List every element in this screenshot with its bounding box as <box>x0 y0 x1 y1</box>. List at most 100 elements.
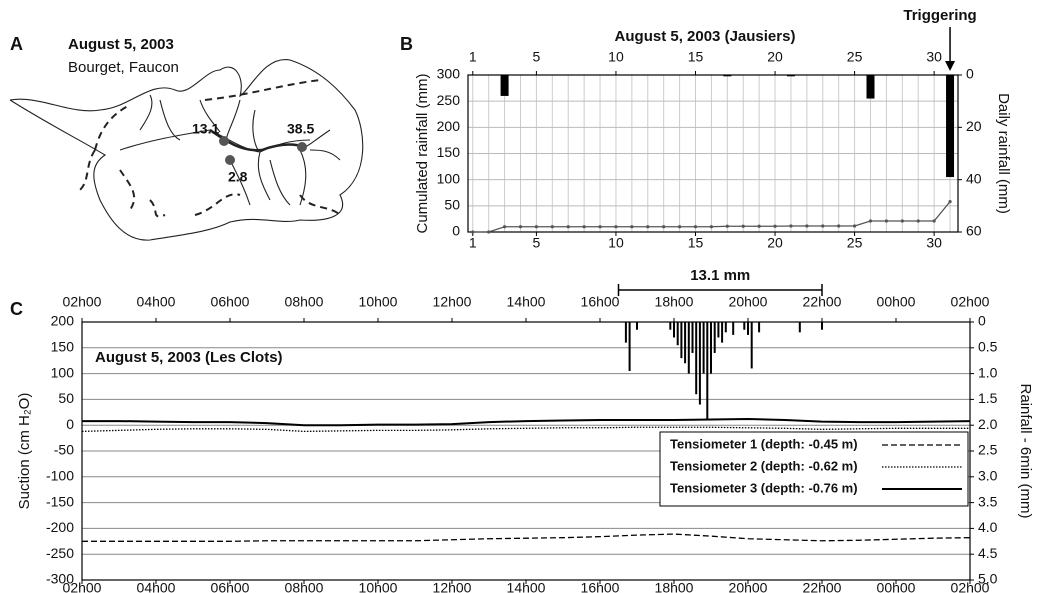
bar <box>747 322 749 335</box>
x-tick-label: 00h00 <box>877 580 916 593</box>
plot-frame <box>467 74 959 233</box>
x-tick-label: 30 <box>926 235 942 251</box>
x-tick-label-top: 08h00 <box>285 294 324 310</box>
legend-label: Tensiometer 1 (depth: -0.45 m) <box>670 436 858 451</box>
y2-tick-label: 3.0 <box>978 468 998 484</box>
marker <box>646 225 650 229</box>
y-tick-label: 100 <box>51 364 75 380</box>
bar <box>866 75 875 99</box>
x-tick-label-top: 20 <box>767 49 783 65</box>
x-tick-label: 14h00 <box>507 580 546 593</box>
y-tick-label: 200 <box>51 313 75 329</box>
y-axis-label: Cumulated rainfall (mm) <box>414 73 431 233</box>
y2-tick-label: 60 <box>966 223 982 239</box>
y-tick-label: 0 <box>452 223 460 239</box>
arrow-head <box>945 61 956 71</box>
x-tick-label: 20 <box>767 235 783 251</box>
marker <box>900 219 904 223</box>
station <box>225 155 235 165</box>
map-panel: A August 5, 2003 Bourget, Faucon 13.1 2.… <box>9 34 364 241</box>
x-tick-label: 10 <box>608 235 624 251</box>
x-tick-label: 20h00 <box>729 580 768 593</box>
x-tick-label: 04h00 <box>137 580 176 593</box>
bar <box>821 322 823 330</box>
x-tick-label: 5 <box>533 235 541 251</box>
marker <box>725 224 729 228</box>
x-tick-label-top: 22h00 <box>803 294 842 310</box>
y2-tick-label: 2.0 <box>978 416 998 432</box>
bar <box>680 322 683 359</box>
legend-label: Tensiometer 3 (depth: -0.76 m) <box>670 480 858 495</box>
y-tick-label: 50 <box>58 390 74 406</box>
y-tick-label: 150 <box>437 144 461 160</box>
x-tick-label-top: 14h00 <box>507 294 546 310</box>
marker <box>550 225 554 229</box>
annotation: 13.1 mm <box>690 267 750 284</box>
station <box>219 136 229 146</box>
marker <box>582 225 586 229</box>
y2-tick-label: 2.5 <box>978 442 998 458</box>
legend-box <box>659 431 969 507</box>
x-tick-label-top: 10h00 <box>359 294 398 310</box>
bar <box>702 322 705 374</box>
marker <box>662 225 666 229</box>
x-tick-label-top: 18h00 <box>655 294 694 310</box>
x-tick-label: 18h00 <box>655 580 694 593</box>
y-tick-label: -100 <box>46 468 74 484</box>
x-tick-label-top: 30 <box>926 49 942 65</box>
bar <box>798 322 801 333</box>
marker <box>534 225 539 229</box>
marker <box>773 224 777 228</box>
x-tick-label-top: 25 <box>847 49 863 65</box>
x-tick-label: 12h00 <box>433 580 472 593</box>
marker <box>757 224 761 228</box>
x-tick-label-top: 00h00 <box>877 294 916 310</box>
panel-label: B <box>400 34 413 54</box>
x-tick-label-top: 06h00 <box>211 294 250 310</box>
line <box>82 533 971 542</box>
y2-tick-label: 5.0 <box>978 571 998 587</box>
bar <box>669 322 672 330</box>
chart-title: August 5, 2003 (Jausiers) <box>615 28 796 45</box>
y-tick-label: -50 <box>54 442 74 458</box>
bar <box>732 322 735 335</box>
y-tick-label: -150 <box>46 493 74 509</box>
y-tick-label: 100 <box>437 170 461 186</box>
marker <box>566 225 570 229</box>
marker <box>805 224 809 228</box>
bar <box>786 75 795 77</box>
legend-label: Tensiometer 2 (depth: -0.62 m) <box>670 458 858 473</box>
panel-label: A <box>10 34 23 54</box>
bar <box>687 322 690 374</box>
y2-tick-label: 20 <box>966 118 982 134</box>
marker <box>487 230 491 234</box>
x-tick-label: 25 <box>847 235 863 251</box>
line <box>81 426 970 433</box>
y2-tick-label: 4.5 <box>978 545 998 561</box>
bar <box>743 322 746 330</box>
x-tick-label-top: 04h00 <box>137 294 176 310</box>
trail <box>79 79 341 218</box>
marker <box>518 225 523 229</box>
x-tick-label: 1 <box>469 235 477 251</box>
x-tick-label-top: 02h00 <box>951 294 990 310</box>
bar <box>706 322 709 421</box>
y2-axis-label: Rainfall - 6min (mm) <box>1017 383 1034 518</box>
y2-tick-label: 3.5 <box>978 493 998 509</box>
x-tick-label: 02h00 <box>951 580 990 593</box>
marker <box>884 219 889 223</box>
marker <box>741 224 745 228</box>
bar <box>691 322 694 353</box>
x-tick-label: 22h00 <box>803 580 842 593</box>
marker <box>916 219 920 223</box>
station-label: 2.8 <box>228 169 248 185</box>
station <box>297 142 307 152</box>
y-tick-label: 0 <box>66 416 74 432</box>
bar <box>673 322 675 338</box>
catchment-boundary <box>9 59 364 241</box>
y-tick-label: 150 <box>51 339 75 355</box>
y-tick-label: 50 <box>444 197 460 213</box>
x-tick-label: 15 <box>688 235 704 251</box>
y2-tick-label: 0.5 <box>978 339 998 355</box>
bar <box>724 322 727 333</box>
